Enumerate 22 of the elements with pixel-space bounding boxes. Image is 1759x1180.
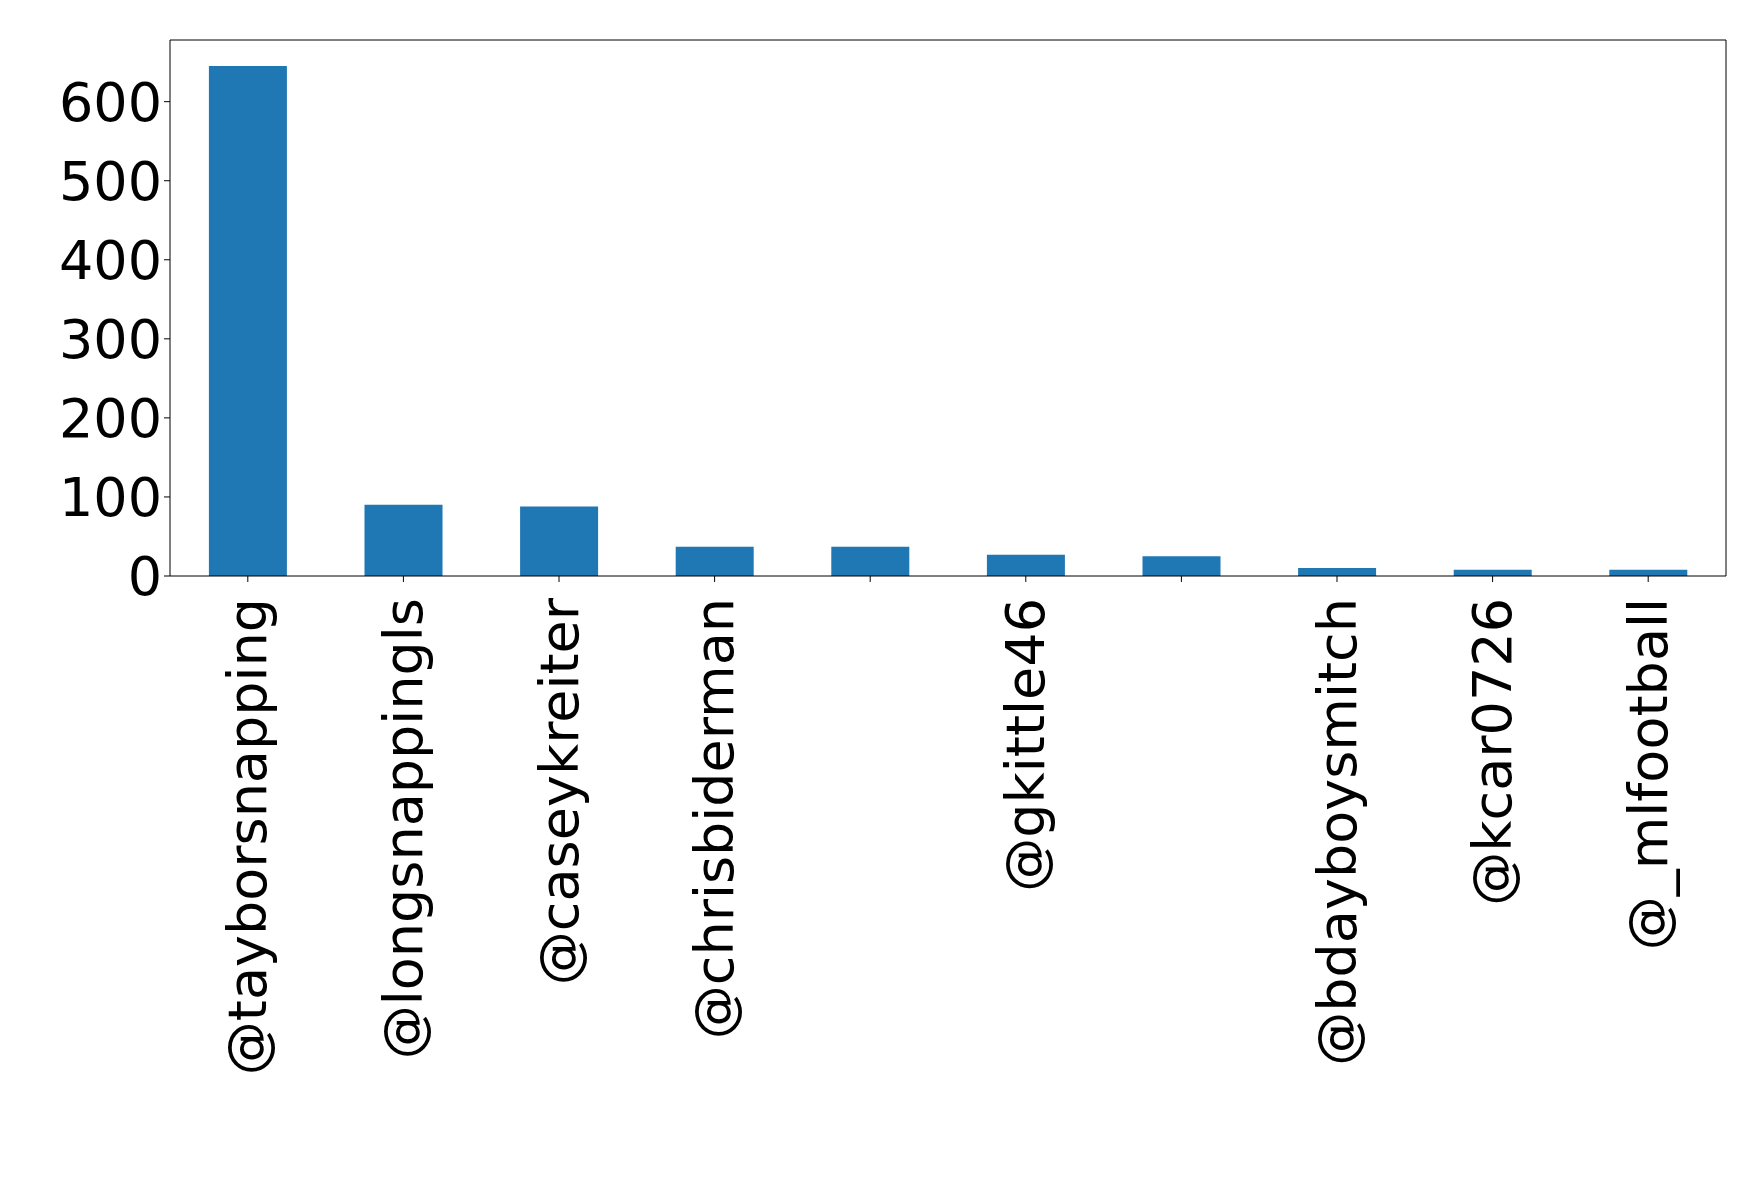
y-tick-label: 200 xyxy=(58,387,162,451)
bar xyxy=(675,546,754,576)
x-tick-label: @longsnappingls xyxy=(371,598,435,1060)
y-tick-label: 600 xyxy=(58,70,162,134)
x-tick-label: @bdayboysmitch xyxy=(1305,598,1369,1066)
x-tick-label: @caseykreiter xyxy=(527,597,591,986)
bar xyxy=(1142,556,1221,576)
x-tick-label: @gkittle46 xyxy=(994,598,1058,892)
bar xyxy=(208,66,287,576)
x-tick-label: @_mlfootball xyxy=(1616,598,1680,951)
y-tick-label: 400 xyxy=(58,228,162,292)
y-tick-label: 300 xyxy=(58,308,162,371)
bar xyxy=(364,504,443,576)
y-tick-label: 500 xyxy=(58,149,162,213)
x-tick-label: @kcar0726 xyxy=(1461,598,1525,906)
bar xyxy=(986,554,1065,576)
y-tick-label: 0 xyxy=(127,545,162,609)
x-tick-label: @chrisbiderman xyxy=(683,598,747,1040)
y-tick-label: 100 xyxy=(58,466,162,530)
bar xyxy=(520,506,599,576)
x-tick-label: @tayborsnapping xyxy=(216,598,280,1076)
bar xyxy=(831,546,910,576)
